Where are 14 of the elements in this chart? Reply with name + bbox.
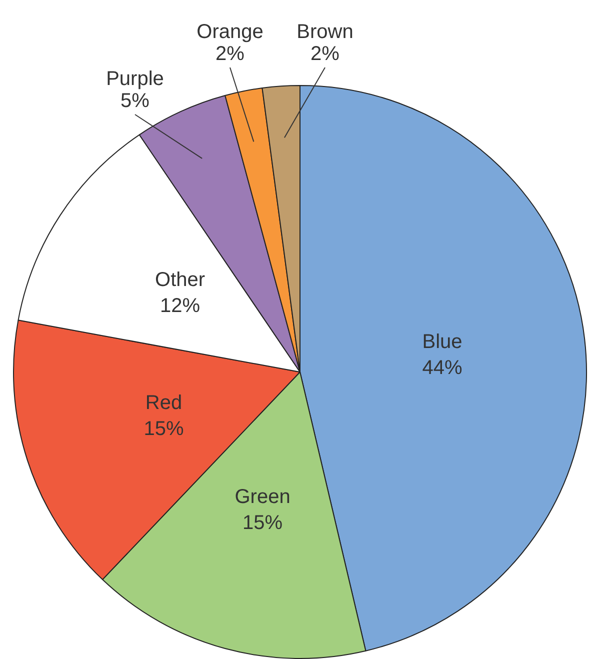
- data-label: 15%: [242, 512, 283, 534]
- slice-label: Green: [234, 486, 290, 508]
- data-label: 15%: [144, 418, 184, 440]
- slice-label: Red: [145, 392, 182, 414]
- data-label: 44%: [422, 356, 463, 379]
- data-label: 12%: [160, 295, 200, 318]
- slice-label: Other: [155, 269, 206, 292]
- data-label: 2%: [310, 43, 340, 66]
- data-label: 2%: [216, 43, 245, 66]
- slice-label: Brown: [296, 21, 354, 44]
- slice-label: Orange: [196, 21, 264, 44]
- slice-label: Blue: [422, 330, 462, 353]
- slice-label: Purple: [106, 68, 164, 90]
- data-label: 5%: [120, 90, 150, 112]
